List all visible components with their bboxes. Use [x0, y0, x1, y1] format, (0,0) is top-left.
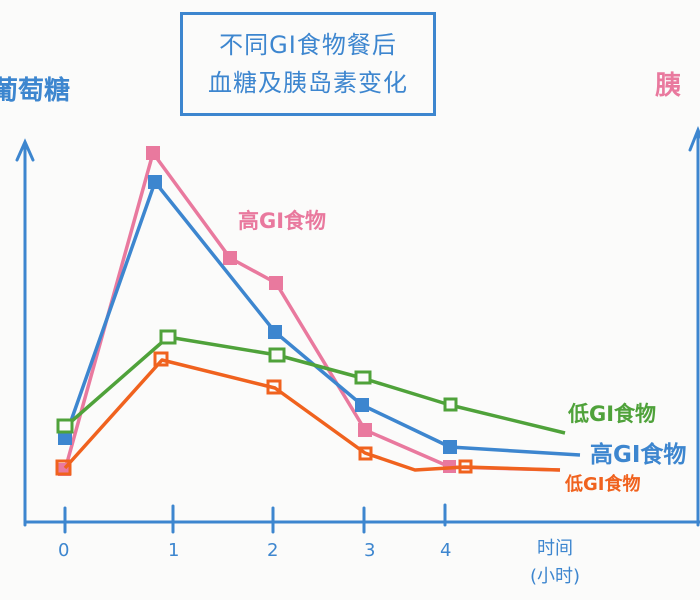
label-green-low-gi: 低GI食物 — [568, 402, 657, 426]
series-pink-high-gi — [58, 146, 561, 476]
label-orange-low-gi: 低GI食物 — [565, 474, 641, 495]
y-axis-right — [688, 125, 700, 527]
x-axis-label: 时间 (小时) — [530, 535, 580, 591]
chart-title-line1: 不同GI食物餐后 — [219, 31, 397, 59]
series-orange-low-gi — [55, 351, 561, 476]
x-axis — [23, 503, 700, 534]
x-axis-title: 时间 — [537, 538, 574, 559]
label-pink-high-gi: 高GI食物 — [238, 209, 327, 233]
y-axis-left-label: 葡萄糖 — [0, 76, 71, 106]
chart-title-box: 不同GI食物餐后 血糖及胰岛素变化 — [180, 12, 436, 116]
y-axis-left — [15, 138, 35, 527]
chart-title-line2: 血糖及胰岛素变化 — [208, 69, 408, 97]
x-tick-2: 2 — [267, 540, 279, 561]
label-blue-high-gi: 高GI食物 — [590, 442, 687, 468]
x-axis-unit: (小时) — [530, 566, 581, 587]
series-blue-high-gi — [58, 175, 581, 457]
y-axis-right-label: 胰 — [655, 71, 682, 101]
x-tick-3: 3 — [364, 540, 376, 561]
x-tick-4: 4 — [440, 540, 452, 561]
series-green-low-gi — [56, 329, 566, 435]
x-tick-0: 0 — [58, 540, 70, 561]
x-tick-1: 1 — [168, 540, 180, 561]
